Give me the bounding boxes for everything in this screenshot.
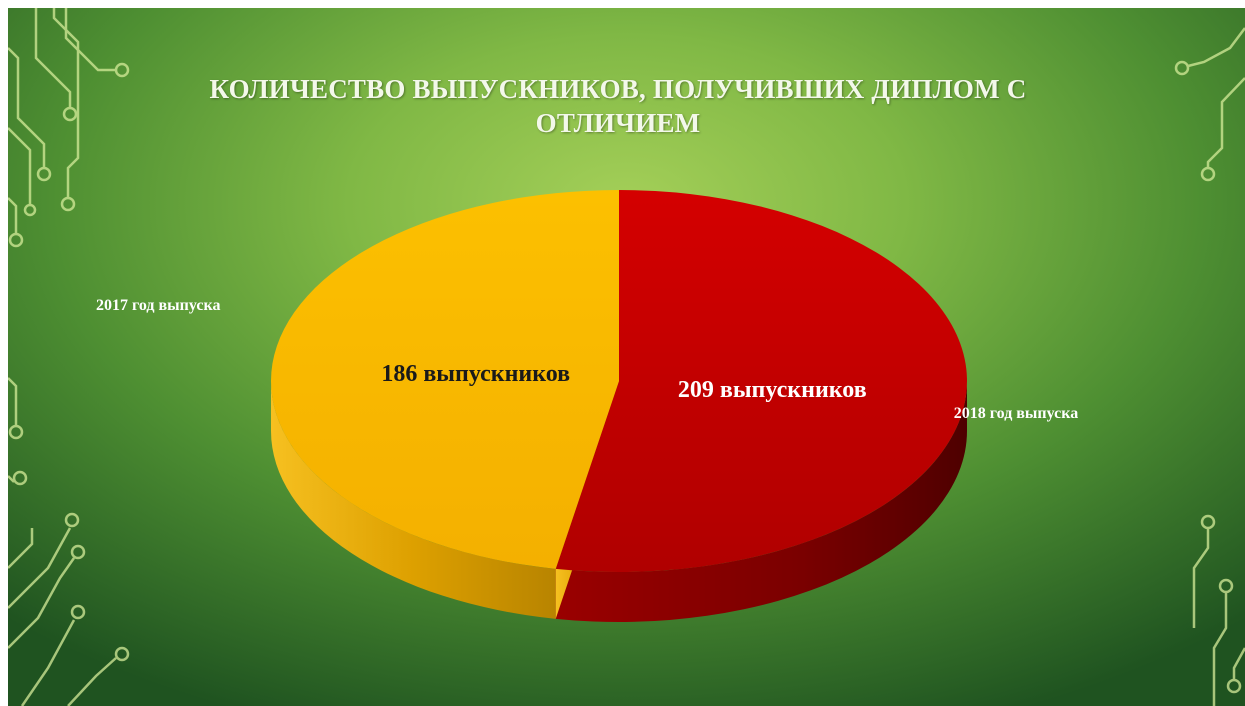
pie-slice-0 (271, 190, 619, 569)
pie-tops (271, 190, 968, 573)
pie-labels: 209 выпускников 186 выпускников 2017 год в… (96, 297, 1078, 422)
category-label-1: 2018 год выпуска (954, 405, 1078, 422)
category-label-0: 2017 год выпуска (96, 297, 220, 314)
data-label-1: 209 выпускников (678, 377, 867, 403)
pie-side-1 (555, 381, 967, 622)
circuit-lines-icon (8, 8, 1245, 706)
chart-title: КОЛИЧЕСТВО ВЫПУСКНИКОВ, ПОЛУЧИВШИХ ДИПЛО… (209, 74, 1027, 138)
pie-chart: 209 выпускников 186 выпускников 2017 год в… (96, 190, 1078, 622)
circuit-decoration (8, 8, 1245, 706)
data-label-0: 186 выпускников (381, 361, 570, 387)
pie-slice-1 (555, 190, 968, 573)
pie-side-0 (271, 381, 556, 619)
slide: КОЛИЧЕСТВО ВЫПУСКНИКОВ, ПОЛУЧИВШИХ ДИПЛО… (8, 8, 1245, 706)
